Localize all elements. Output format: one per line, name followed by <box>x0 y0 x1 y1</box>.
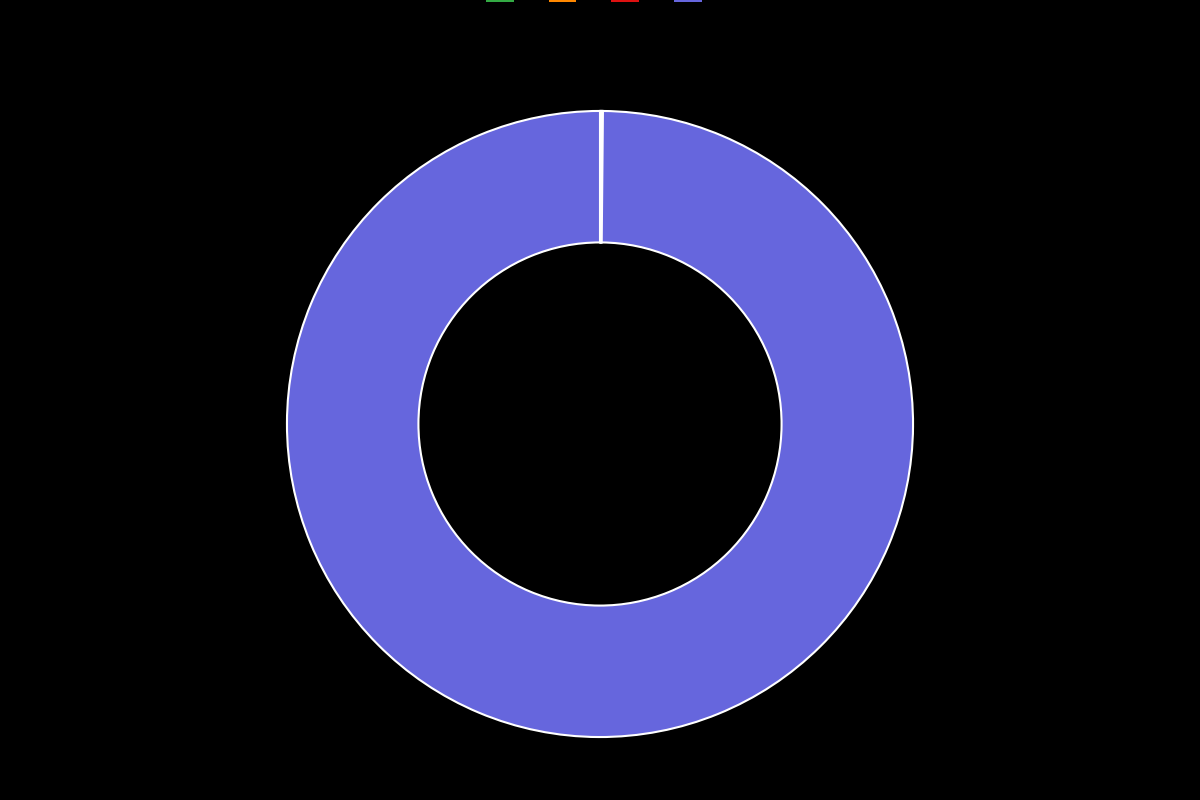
Legend: , , , : , , , <box>484 0 716 6</box>
Wedge shape <box>601 111 602 242</box>
Wedge shape <box>600 111 602 242</box>
Wedge shape <box>287 111 913 737</box>
